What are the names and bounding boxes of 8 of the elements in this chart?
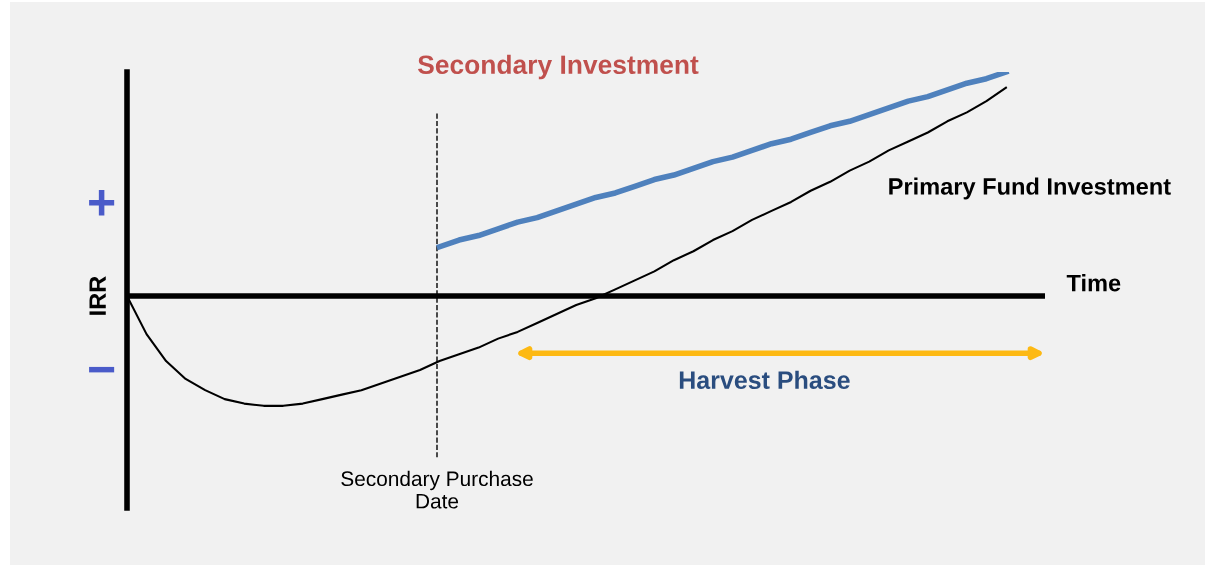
annotation: Harvest Phase (679, 370, 850, 390)
text: Secondary Purchase Date (341, 470, 533, 509)
y-axis-title: IRR (89, 276, 106, 315)
text: − (89, 366, 115, 373)
chart-title: Secondary Investment (417, 54, 699, 80)
series-label: Primary Fund Investment (889, 177, 1171, 200)
text: + (89, 190, 115, 216)
x-axis-title: Time (1066, 274, 1121, 292)
